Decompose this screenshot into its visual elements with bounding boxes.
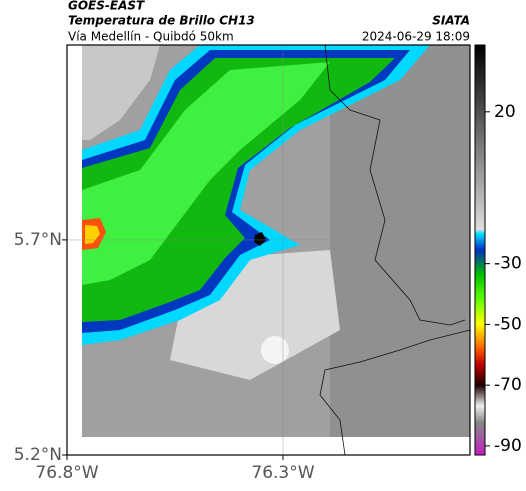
map-frame	[66, 44, 471, 456]
y-tick-label: 5.2°N	[14, 445, 62, 465]
product-label: Temperatura de Brillo CH13	[68, 14, 255, 28]
y-tick-label: 5.7°N	[14, 230, 62, 250]
source-label: SIATA	[432, 14, 470, 28]
satellite-image	[82, 44, 471, 456]
x-tick-label: 76.8°W	[35, 463, 98, 483]
colorbar-tick-label: 20	[494, 102, 516, 122]
colorbar-tick-label: -30	[494, 254, 522, 274]
colorbar-tick-label: -70	[494, 375, 522, 395]
colorbar-tick-label: -90	[494, 436, 522, 456]
colorbar-tick-label: -50	[494, 314, 522, 334]
satellite-label: GOES-EAST	[68, 0, 145, 13]
x-tick-label: 76.3°W	[251, 463, 314, 483]
timestamp-label: 2024-06-29 18:09	[362, 30, 470, 44]
colorbar	[474, 44, 486, 456]
route-label: Vía Medellín - Quibdó 50km	[68, 30, 234, 44]
